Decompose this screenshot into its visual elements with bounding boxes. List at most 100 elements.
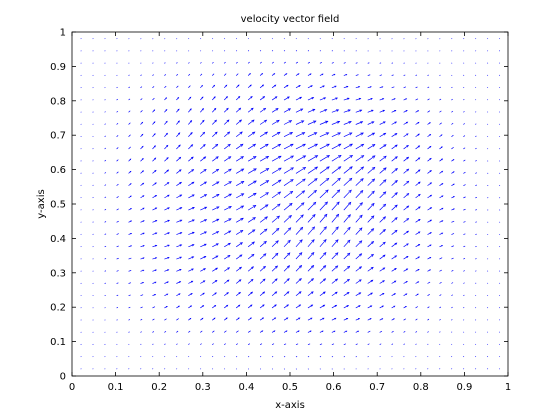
vector-arrow — [283, 132, 293, 138]
vector-arrow — [475, 282, 477, 284]
vector-arrowhead — [382, 254, 386, 258]
vector-arrow — [128, 319, 131, 321]
vector-arrowhead — [394, 156, 398, 160]
y-tick-label: 1 — [60, 28, 66, 39]
vector-arrowhead — [262, 96, 266, 99]
vector-arrow — [235, 330, 239, 333]
vector-arrow — [104, 245, 107, 248]
vector-arrowhead — [347, 201, 352, 206]
vector-arrow — [391, 280, 397, 284]
vector-arrowhead — [429, 257, 432, 259]
vector-arrow — [247, 107, 254, 113]
vector-arrowhead — [277, 143, 282, 147]
vector-arrow — [164, 281, 169, 284]
vector-arrowhead — [213, 317, 216, 320]
vector-arrowhead — [265, 155, 270, 159]
vector-arrow — [343, 143, 353, 150]
vector-arrow — [475, 343, 477, 345]
vector-arrow — [379, 191, 387, 199]
vector-arrow — [176, 330, 179, 333]
vector-arrow — [212, 255, 219, 260]
vector-arrow — [200, 73, 203, 76]
vector-arrowhead — [300, 120, 305, 124]
vector-arrow — [355, 155, 364, 162]
vector-arrow — [319, 304, 325, 309]
vector-arrow — [92, 148, 94, 150]
vector-arrow — [415, 368, 417, 370]
vector-arrow — [188, 231, 195, 235]
vector-arrow — [499, 307, 501, 309]
vector-arrow — [307, 252, 315, 260]
x-tick-label: 0.6 — [326, 382, 342, 393]
vector-arrow — [499, 62, 501, 64]
vector-arrow — [319, 120, 329, 125]
vector-arrow — [295, 108, 303, 113]
vector-arrow — [235, 143, 244, 150]
vector-arrowhead — [314, 166, 319, 170]
vector-arrow — [307, 166, 318, 174]
vector-arrow — [140, 110, 143, 113]
vector-arrow — [451, 134, 454, 138]
vector-arrow — [295, 190, 305, 199]
vector-arrow — [451, 98, 453, 101]
vector-arrow — [116, 122, 119, 125]
vector-arrowhead — [334, 304, 338, 307]
vector-arrowhead — [370, 266, 374, 270]
vector-arrow — [475, 245, 477, 248]
vector-arrow — [367, 215, 375, 223]
vector-arrow — [415, 244, 420, 248]
vector-arrowhead — [253, 180, 257, 184]
vector-arrow — [116, 196, 119, 199]
vector-arrow — [152, 245, 157, 248]
vector-arrow — [283, 84, 289, 89]
vector-arrow — [403, 86, 407, 89]
vector-arrow — [152, 86, 155, 89]
vector-arrowhead — [288, 120, 293, 124]
vector-arrowhead — [129, 183, 132, 185]
y-tick-label: 0.4 — [50, 234, 66, 245]
vector-arrow — [463, 159, 466, 162]
vector-arrowhead — [440, 134, 443, 136]
vector-arrow — [104, 356, 106, 358]
vector-arrowhead — [370, 240, 375, 245]
vector-arrowhead — [312, 108, 316, 112]
vector-arrow — [487, 343, 489, 345]
vector-arrow — [331, 252, 339, 260]
vector-arrow — [451, 331, 453, 333]
vector-arrow — [451, 110, 454, 113]
vector-arrow — [451, 245, 454, 248]
vector-arrowhead — [358, 292, 362, 295]
vector-arrow — [271, 203, 281, 211]
vector-arrow — [164, 318, 167, 321]
vector-arrow — [212, 108, 217, 113]
vector-arrow — [355, 240, 363, 248]
vector-arrow — [247, 156, 257, 162]
vector-arrowhead — [371, 121, 375, 124]
vector-arrowhead — [216, 194, 220, 197]
vector-arrow — [367, 356, 369, 358]
vector-arrowhead — [371, 178, 376, 182]
vector-arrow — [212, 181, 220, 186]
vector-arrowhead — [381, 318, 384, 320]
vector-arrow — [307, 317, 313, 321]
vector-arrow — [379, 254, 386, 260]
vector-arrow — [212, 330, 215, 333]
vector-arrowhead — [141, 157, 144, 160]
vector-arrowhead — [239, 131, 243, 135]
vector-arrowhead — [394, 133, 398, 136]
vector-arrowhead — [313, 132, 318, 136]
vector-arrow — [331, 265, 338, 272]
vector-arrow — [319, 155, 330, 162]
vector-arrowhead — [142, 269, 145, 272]
vector-arrowhead — [167, 194, 170, 197]
vector-arrowhead — [214, 131, 218, 135]
vector-arrow — [236, 230, 244, 235]
vector-arrow — [200, 108, 204, 113]
vector-arrowhead — [337, 132, 342, 136]
vector-arrow — [343, 189, 352, 199]
vector-arrow — [223, 96, 228, 101]
vector-arrowhead — [289, 190, 294, 195]
vector-arrowhead — [166, 157, 169, 160]
vector-arrow — [367, 121, 375, 125]
vector-arrow — [116, 245, 119, 248]
